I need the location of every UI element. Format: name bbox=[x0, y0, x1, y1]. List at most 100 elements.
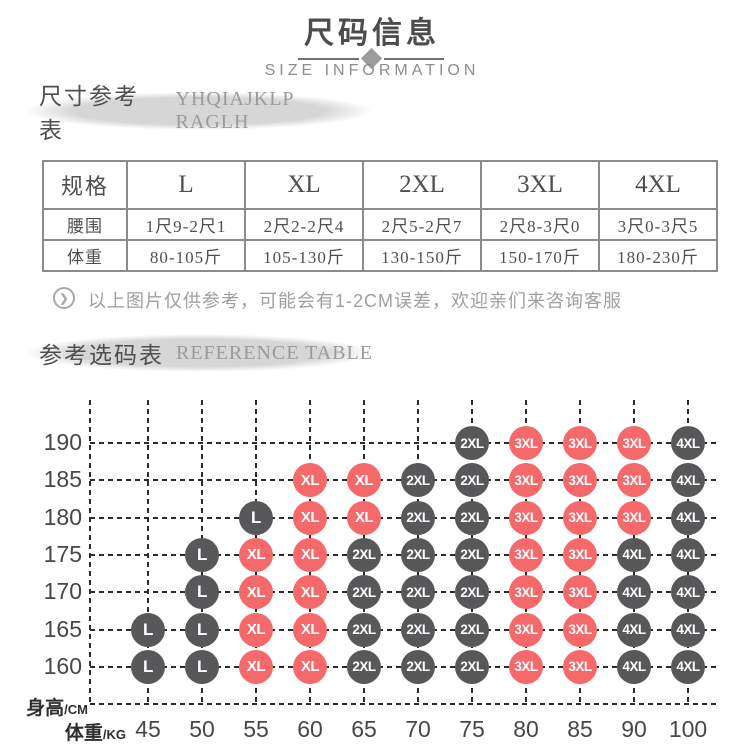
size-table-cell: 2尺5-2尺7 bbox=[362, 208, 482, 241]
size-bubble-xl: XL bbox=[293, 537, 327, 572]
size-bubble-3xl: 3XL bbox=[563, 537, 597, 572]
size-bubble-4xl: 4XL bbox=[671, 612, 705, 647]
x-tick-label: 65 bbox=[351, 716, 377, 742]
size-bubble-4xl: 4XL bbox=[671, 537, 705, 572]
size-table-cell: 2尺8-3尺0 bbox=[480, 208, 600, 241]
x-tick-label: 80 bbox=[513, 716, 539, 742]
size-table-row-label: 体重 bbox=[42, 239, 128, 272]
y-tick-label: 190 bbox=[43, 429, 82, 455]
size-table-cell: 1尺9-2尺1 bbox=[126, 208, 246, 241]
x-tick-label: 75 bbox=[459, 716, 485, 742]
size-bubble-4xl: 4XL bbox=[671, 575, 705, 610]
size-table-cell: 105-130斤 bbox=[244, 239, 364, 272]
size-bubble-2xl: 2XL bbox=[455, 649, 489, 684]
y-tick-label: 160 bbox=[43, 652, 82, 679]
size-bubble-xl: XL bbox=[347, 500, 381, 535]
size-bubble-3xl: 3XL bbox=[563, 463, 597, 498]
size-table-header-cell: L bbox=[126, 160, 246, 210]
size-bubble-2xl: 2XL bbox=[401, 575, 435, 610]
divider-line-right bbox=[383, 57, 444, 60]
size-bubble-2xl: 2XL bbox=[455, 426, 489, 460]
size-bubble-xl: XL bbox=[239, 612, 273, 647]
y-axis-line bbox=[89, 400, 91, 706]
size-bubble-2xl: 2XL bbox=[455, 537, 489, 572]
size-bubble-2xl: 2XL bbox=[347, 537, 381, 572]
size-table-header-cell: 2XL bbox=[362, 160, 482, 210]
size-bubble-3xl: 3XL bbox=[563, 575, 597, 610]
reference-chart: 190 185 180 175 170 165 160 45 50 55 60 65 70 75 80 85 9… bbox=[0, 396, 750, 750]
y-tick-label: 185 bbox=[43, 466, 82, 493]
x-axis-line bbox=[90, 703, 716, 705]
x-tick-label: 100 bbox=[668, 716, 708, 742]
banner1-cn-label: 尺寸参考表 bbox=[39, 84, 139, 143]
size-table-row: 体重 80-105斤 105-130斤 130-150斤 150-170斤 180-230… bbox=[42, 239, 718, 272]
size-bubble-xl: XL bbox=[293, 649, 327, 684]
size-table-header-cell: XL bbox=[244, 160, 364, 210]
y-axis-label: 身高/CM bbox=[26, 698, 88, 719]
size-bubble-3xl: 3XL bbox=[563, 649, 597, 684]
x-tick-label: 50 bbox=[189, 716, 215, 742]
banner2-cn-label: 参考选码表 bbox=[39, 343, 164, 368]
size-table-cell: 80-105斤 bbox=[126, 239, 246, 272]
size-table-cell: 2尺2-2尺4 bbox=[244, 208, 364, 241]
size-bubble-l: L bbox=[185, 612, 219, 647]
x-tick-label: 45 bbox=[135, 716, 161, 742]
size-bubble-3xl: 3XL bbox=[509, 612, 543, 647]
size-bubble-4xl: 4XL bbox=[617, 575, 651, 610]
size-table-cell: 180-230斤 bbox=[598, 239, 718, 272]
size-bubble-2xl: 2XL bbox=[455, 612, 489, 647]
size-bubble-4xl: 4XL bbox=[671, 500, 705, 535]
size-table: 规格 L XL 2XL 3XL 4XL 腰围 1尺9-2尺1 2尺2-2尺4 2尺5-2尺7 2尺8… bbox=[42, 160, 718, 272]
x-axis-label: 体重/KG bbox=[64, 723, 126, 744]
size-bubble-l: L bbox=[239, 500, 273, 535]
size-table-header-cell: 规格 bbox=[42, 160, 128, 210]
x-tick-label: 90 bbox=[621, 716, 647, 742]
size-bubble-3xl: 3XL bbox=[617, 426, 651, 460]
play-circle-icon: ❯ bbox=[53, 287, 75, 309]
size-bubble-2xl: 2XL bbox=[455, 575, 489, 610]
size-table-cell: 150-170斤 bbox=[480, 239, 600, 272]
banner2-en-label: REFERENCE TABLE bbox=[176, 341, 373, 364]
divider-line-left bbox=[298, 57, 359, 60]
size-bubble-2xl: 2XL bbox=[401, 463, 435, 498]
size-table-row: 腰围 1尺9-2尺1 2尺2-2尺4 2尺5-2尺7 2尺8-3尺0 3尺0-3尺5 bbox=[42, 208, 718, 241]
size-bubble-2xl: 2XL bbox=[401, 612, 435, 647]
size-table-cell: 3尺0-3尺5 bbox=[598, 208, 718, 241]
size-bubble-2xl: 2XL bbox=[347, 612, 381, 647]
size-bubble-2xl: 2XL bbox=[401, 649, 435, 684]
title-divider bbox=[298, 47, 444, 70]
size-bubble-2xl: 2XL bbox=[455, 500, 489, 535]
size-bubble-3xl: 3XL bbox=[509, 649, 543, 684]
size-bubble-2xl: 2XL bbox=[347, 575, 381, 610]
size-bubble-2xl: 2XL bbox=[455, 463, 489, 498]
y-tick-label: 170 bbox=[43, 578, 82, 605]
size-bubble-l: L bbox=[131, 612, 165, 647]
x-tick-label: 55 bbox=[243, 716, 269, 742]
size-bubble-4xl: 4XL bbox=[617, 612, 651, 647]
size-bubble-l: L bbox=[185, 649, 219, 684]
page-title: 尺码信息 bbox=[304, 17, 440, 50]
size-bubble-4xl: 4XL bbox=[617, 649, 651, 684]
gridline-vertical bbox=[147, 400, 149, 706]
size-table-header-row: 规格 L XL 2XL 3XL 4XL bbox=[42, 160, 718, 210]
size-bubble-3xl: 3XL bbox=[563, 500, 597, 535]
note-text: 以上图片仅供参考，可能会有1-2CM误差，欢迎亲们来咨询客服 bbox=[88, 291, 623, 311]
size-bubble-xl: XL bbox=[293, 575, 327, 610]
page-subtitle: SIZE INFORMATION bbox=[264, 62, 480, 79]
x-tick-label: 70 bbox=[405, 716, 431, 742]
size-bubble-2xl: 2XL bbox=[401, 537, 435, 572]
size-bubble-xl: XL bbox=[239, 537, 273, 572]
size-table-header-cell: 4XL bbox=[598, 160, 718, 210]
size-bubble-4xl: 4XL bbox=[671, 649, 705, 684]
size-bubble-xl: XL bbox=[239, 649, 273, 684]
size-bubble-3xl: 3XL bbox=[509, 500, 543, 535]
banner1-en-label: YHQIAJKLP RAGLH bbox=[175, 88, 294, 133]
x-tick-label: 85 bbox=[567, 716, 593, 742]
y-tick-label: 165 bbox=[43, 615, 82, 642]
size-bubble-3xl: 3XL bbox=[617, 500, 651, 535]
size-bubble-3xl: 3XL bbox=[509, 463, 543, 498]
size-bubble-xl: XL bbox=[347, 463, 381, 498]
size-bubble-3xl: 3XL bbox=[617, 463, 651, 498]
size-bubble-xl: XL bbox=[293, 463, 327, 498]
